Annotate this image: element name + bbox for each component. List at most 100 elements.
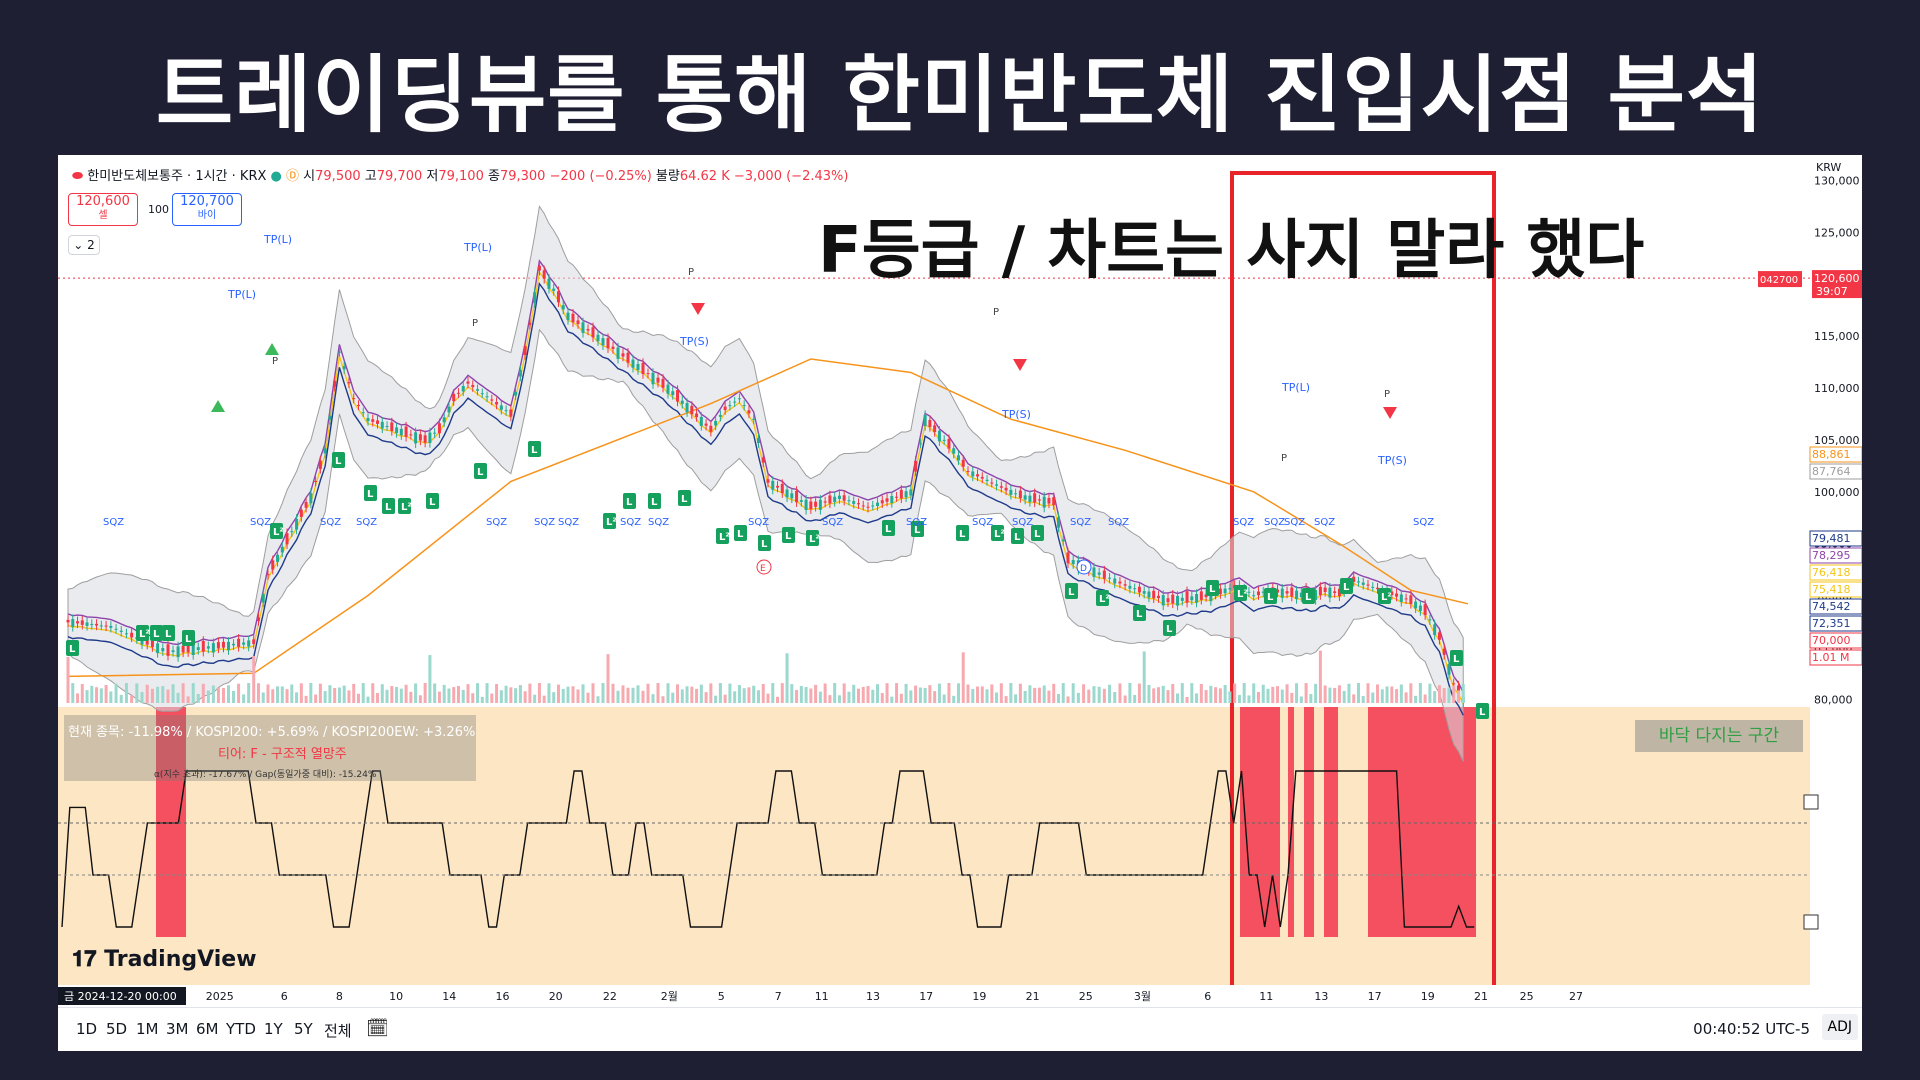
candle-body [186,644,190,653]
volume-bar [1242,683,1246,703]
volume-bar [742,688,746,703]
volume-bar [956,683,960,703]
volume-bar [337,687,341,703]
volume-bar [1337,685,1341,703]
candle-body [1014,493,1018,495]
timeframe-5D[interactable]: 5D [106,1020,128,1038]
candle-body [232,643,236,646]
volume-bar [914,685,918,703]
tradingview-logo[interactable]: 𝟏𝟕 TradingView [72,947,257,972]
tp-label: TP(S) [1377,454,1407,467]
candle-body [499,405,503,410]
side-tag-label: 76,418 [1812,566,1851,579]
candle-body [556,291,560,303]
volume-bar [342,685,346,703]
date-range-icon[interactable]: 🗓 [366,1018,389,1039]
side-tag-label: 88,861 [1812,448,1851,461]
symbol-name[interactable]: 한미반도체보통주 · 1시간 · KRX [87,169,267,184]
volume-bar [437,691,441,703]
volume-bar [186,696,190,703]
timeframe-전체[interactable]: 전체 [324,1022,352,1040]
volume-bar [1314,683,1318,703]
volume-bar [1252,683,1256,703]
timeframe-1Y[interactable]: 1Y [264,1020,283,1038]
indicator-red-zone [156,707,186,937]
current-price-text: 120,600 [1814,272,1860,285]
time-readout[interactable]: 00:40:52 UTC-5 [1693,1020,1810,1038]
chart-panel[interactable]: L L² L L L L² L L L L² L L L L² L L L L² L L L L² L L L L² L L L L² L L… [58,155,1862,1051]
countdown-text: 39:07 [1816,285,1848,298]
long-badge-label: L² [809,534,820,545]
candle-body [533,292,537,304]
volume-bar [328,685,332,703]
candle-body [714,420,718,426]
timeframe-3M[interactable]: 3M [166,1020,189,1038]
volume-bar [304,695,308,703]
indicator-red-zone [1240,707,1280,937]
candle-body [1447,664,1451,675]
volume-bar [206,690,210,703]
buy-button[interactable]: 120,700 바이 [172,193,242,226]
volume-bar [923,688,927,703]
timeframe-5Y[interactable]: 5Y [294,1020,313,1038]
cursor-date-tag [58,987,186,1005]
sell-button[interactable]: 120,600 셀 [68,193,138,226]
long-badge [678,490,691,506]
timeframe-1M[interactable]: 1M [136,1020,159,1038]
volume-bar [171,684,175,703]
volume-bar [1014,694,1018,703]
candle-body [1195,594,1199,603]
long-badge [911,521,924,537]
timeframe-YTD[interactable]: YTD [226,1020,256,1038]
volume-bar [1056,693,1060,703]
volume-bar [1042,685,1046,703]
volume-bar [456,685,460,703]
timeframe-6M[interactable]: 6M [196,1020,219,1038]
candle-body [261,594,265,603]
candle-body [795,490,799,503]
candle-body [290,531,294,533]
candle-body [1452,683,1456,685]
order-quantity[interactable]: 100 [148,203,169,216]
candle-body [542,270,546,279]
candle-body [747,410,751,414]
candle-body [247,640,251,647]
long-badge-label: L² [1381,592,1392,603]
candle-body [933,425,937,433]
tv-logo-icon: 𝟏𝟕 [72,947,105,972]
long-badge [1133,605,1146,621]
volume-bar [90,685,94,703]
adj-button[interactable]: ADJ [1821,1014,1858,1040]
side-tag [1809,649,1862,666]
timeframe-1D[interactable]: 1D [76,1020,98,1038]
candle-body [1414,601,1418,609]
long-badge [623,493,636,509]
candle-body [1371,586,1375,588]
pivot-label: P [688,267,694,278]
time-tick: 19 [1421,990,1435,1003]
candle-body [114,628,118,630]
volume-bar [447,688,451,703]
time-tick: 13 [866,990,880,1003]
candle-body [1218,588,1222,595]
candle-body [161,648,165,652]
pivot-label: P [1384,389,1390,400]
bottom-toolbar: 1D 5D 1M 3M 6M YTD 1Y 5Y 전체 🗓 00:40:52 UTC-5 ADJ [58,1007,1862,1051]
sqz-label: SQZ [1233,517,1254,528]
long-badge-label: L [477,467,484,478]
volume-bar [461,689,465,703]
side-tag-label: 72,351 [1812,617,1851,630]
side-tag [1809,547,1862,564]
candle-body [616,347,620,359]
time-tick: 21 [1474,990,1488,1003]
indicator-collapse-button[interactable]: ⌄ 2 [68,235,100,255]
candle-body [1033,493,1037,503]
volume-bar [114,683,118,703]
candle-body [518,370,522,377]
candle-body [140,637,144,645]
candle-body [685,403,689,413]
volume-bar [928,685,932,703]
candle-body [201,640,205,652]
volume-bar [242,694,246,703]
